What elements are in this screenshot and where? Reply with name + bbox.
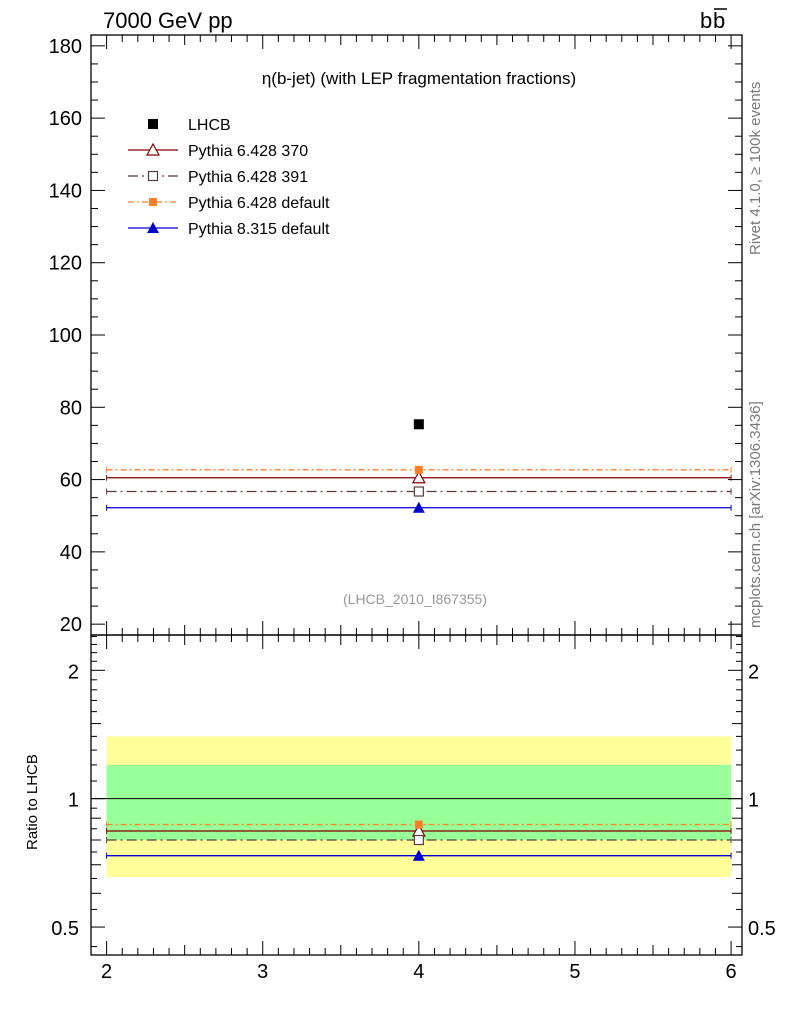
legend-label-pythia-6-428-370: Pythia 6.428 370: [188, 143, 308, 160]
main-ytick-label-120: 120: [49, 253, 82, 275]
legend-label-pythia-6-428-default: Pythia 6.428 default: [188, 195, 330, 212]
main-ytick-label-140: 140: [49, 180, 82, 202]
main-ytick-label-100: 100: [49, 325, 82, 347]
header-process-label: b b: [700, 8, 727, 33]
ratio-series-pythia-6-428-default: [106, 820, 732, 829]
pythia-6-428-default-point: [414, 465, 423, 474]
main-ytick-label-80: 80: [60, 397, 82, 419]
series-pythia-6-428-370: [106, 470, 732, 484]
pythia-8-315-default-point: [412, 501, 425, 513]
legend-label-lhcb: LHCB: [188, 117, 231, 134]
legend-entry-pythia-8-315-default: Pythia 8.315 default: [128, 221, 330, 238]
ratio-plot-frame: [90, 634, 743, 956]
ratio-series-pythia-8-315-default: [106, 849, 732, 861]
legend-marker-pythia-6-428-391: [147, 170, 159, 182]
legend-marker-lhcb: [148, 119, 158, 129]
main-plot-title: η(b-jet) (with LEP fragmentation fractio…: [262, 69, 576, 88]
series-lhcb: [413, 419, 424, 430]
rivet-version-label: Rivet 4.1.0, ≥ 100k events: [747, 82, 764, 255]
legend-entry-pythia-6-428-391: Pythia 6.428 391: [128, 169, 308, 186]
ratio-ytick-label-left-2: 2: [68, 661, 79, 683]
legend-label-pythia-8-315-default: Pythia 8.315 default: [188, 221, 330, 238]
ratio-xtick-label-6: 6: [726, 961, 737, 983]
main-ytick-label-60: 60: [60, 470, 82, 492]
ratio-ytick-label-right-2: 2: [748, 661, 759, 683]
ratio-ytick-label-right-0.5: 0.5: [748, 918, 776, 940]
header-process-bar: b: [713, 8, 725, 33]
legend-entry-lhcb: LHCB: [148, 117, 231, 134]
series-pythia-6-428-391: [106, 486, 732, 497]
main-ytick-label-40: 40: [60, 542, 82, 564]
legend-marker-pythia-6-428-default: [149, 198, 157, 206]
ratio-y-axis-label: Ratio to LHCB: [24, 754, 41, 850]
legend-entry-pythia-6-428-370: Pythia 6.428 370: [128, 142, 308, 160]
pythia-6-428-default-ratio-point: [414, 820, 423, 829]
ratio-xtick-label-4: 4: [413, 961, 424, 983]
pythia-6-428-370-point: [411, 470, 426, 484]
ratio-axis-ticks: 0.5 0.5 1 1 2 2 2 3 4 5 6: [51, 635, 776, 983]
main-ytick-label-160: 160: [49, 108, 82, 130]
ratio-panel: 0.5 0.5 1 1 2 2 2 3 4 5 6 Ratio to LHCB: [24, 634, 776, 983]
main-panel: 20 40 60 80 100 120 140 160 180 η(b-jet) (with L…: [49, 34, 743, 636]
ratio-ytick-label-right-1: 1: [748, 790, 759, 812]
pythia-6-428-391-point: [413, 486, 424, 497]
series-pythia-8-315-default: [106, 501, 732, 513]
legend-marker-pythia-8-315-default: [147, 222, 159, 233]
lhcb-point: [413, 419, 424, 430]
ratio-xtick-label-2: 2: [101, 961, 112, 983]
ratio-series-pythia-6-428-391: [106, 834, 732, 846]
ratio-ytick-label-left-0.5: 0.5: [51, 918, 79, 940]
legend-label-pythia-6-428-391: Pythia 6.428 391: [188, 169, 308, 186]
series-pythia-6-428-default: [106, 465, 732, 474]
ratio-series-layer: [106, 820, 732, 861]
mcplots-reference-label: mcplots.cern.ch [arXiv:1306.3436]: [747, 401, 764, 628]
ratio-ytick-label-left-1: 1: [68, 790, 79, 812]
main-axis-ticks: 20 40 60 80 100 120 140 160 180: [49, 35, 742, 636]
ratio-xtick-label-5: 5: [569, 961, 580, 983]
main-ytick-label-20: 20: [60, 614, 82, 636]
main-ytick-label-180: 180: [49, 36, 82, 58]
legend: LHCB Pythia 6.428 370 Pythia 6.428 391 Pyth…: [128, 117, 330, 238]
pythia-6-428-391-ratio-point: [413, 834, 424, 846]
pythia-8-315-default-ratio-point: [412, 849, 425, 861]
header-collision-label: 7000 GeV pp: [103, 8, 233, 33]
analysis-id-label: (LHCB_2010_I867355): [343, 591, 487, 607]
main-series-layer: [106, 419, 732, 513]
ratio-xtick-label-3: 3: [257, 961, 268, 983]
legend-entry-pythia-6-428-default: Pythia 6.428 default: [128, 195, 330, 212]
header-process-base: b: [700, 8, 712, 33]
legend-marker-pythia-6-428-370: [145, 142, 161, 156]
